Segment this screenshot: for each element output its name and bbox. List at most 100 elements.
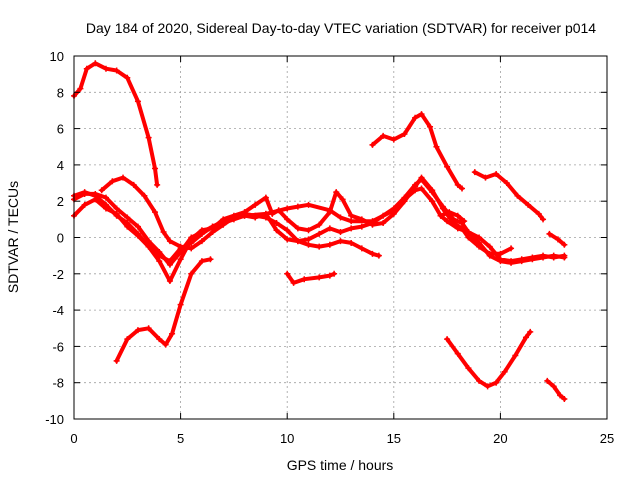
data-point xyxy=(198,238,205,245)
data-point xyxy=(154,181,161,188)
data-point xyxy=(305,201,312,208)
data-point xyxy=(514,192,521,199)
data-point xyxy=(375,252,382,259)
data-point xyxy=(503,180,510,187)
data-point xyxy=(134,327,141,334)
data-point xyxy=(418,185,425,192)
data-point xyxy=(493,170,500,177)
data-point xyxy=(284,227,291,234)
data-point xyxy=(380,212,387,219)
data-point xyxy=(156,336,163,343)
data-point xyxy=(476,377,483,384)
series-line-s9 xyxy=(438,210,467,224)
y-tick-label: 6 xyxy=(57,122,64,137)
data-point xyxy=(418,111,425,118)
series-line-s6 xyxy=(99,175,381,258)
data-point xyxy=(540,254,547,261)
data-point xyxy=(326,272,333,279)
x-tick-labels: 0 5 10 15 20 25 xyxy=(70,431,614,446)
data-point xyxy=(369,141,376,148)
data-point xyxy=(348,218,355,225)
data-point xyxy=(294,225,301,232)
y-tick-label: -6 xyxy=(52,339,64,354)
data-point xyxy=(269,210,276,217)
data-point xyxy=(333,189,340,196)
data-point xyxy=(540,216,547,223)
data-point xyxy=(169,330,176,337)
data-point xyxy=(390,136,397,143)
data-point xyxy=(262,214,269,221)
data-point xyxy=(273,227,280,234)
data-point xyxy=(113,205,120,212)
data-point xyxy=(529,256,536,263)
data-point xyxy=(220,221,227,228)
data-point xyxy=(209,229,216,236)
x-axis-label: GPS time / hours xyxy=(287,457,394,473)
data-point xyxy=(358,216,365,223)
data-point xyxy=(305,227,312,234)
data-point xyxy=(284,270,291,277)
data-point xyxy=(429,187,436,194)
data-point xyxy=(156,258,163,265)
data-point xyxy=(102,201,109,208)
y-tick-label: 8 xyxy=(57,85,64,100)
y-axis-label: SDTVAR / TECUs xyxy=(5,181,21,293)
data-point xyxy=(134,230,141,237)
data-point xyxy=(497,258,504,265)
grid xyxy=(74,56,607,419)
series-line-s12 xyxy=(445,329,533,389)
data-point xyxy=(476,234,483,241)
data-point xyxy=(550,252,557,259)
data-point xyxy=(508,245,515,252)
data-point xyxy=(429,198,436,205)
data-point xyxy=(198,258,205,265)
data-point xyxy=(444,336,451,343)
data-point xyxy=(124,219,131,226)
data-point xyxy=(81,189,88,196)
data-point xyxy=(198,227,205,234)
data-point xyxy=(113,357,120,364)
series-layer xyxy=(71,60,568,403)
data-point xyxy=(252,201,259,208)
data-point xyxy=(124,74,131,81)
data-point xyxy=(188,236,195,243)
data-point xyxy=(444,218,451,225)
data-point xyxy=(326,241,333,248)
data-point xyxy=(305,236,312,243)
data-point xyxy=(518,258,525,265)
data-point xyxy=(358,223,365,230)
data-point xyxy=(476,243,483,250)
data-point xyxy=(102,65,109,72)
data-point xyxy=(156,249,163,256)
data-point xyxy=(145,134,152,141)
data-point xyxy=(561,254,568,261)
data-point xyxy=(134,98,141,105)
data-point xyxy=(166,278,173,285)
data-point xyxy=(497,250,504,257)
x-tick-label: 5 xyxy=(177,431,184,446)
data-point xyxy=(527,328,534,335)
data-point xyxy=(134,223,141,230)
data-point xyxy=(109,178,116,185)
data-point xyxy=(166,261,173,268)
data-point xyxy=(486,250,493,257)
data-point xyxy=(160,229,167,236)
data-point xyxy=(486,243,493,250)
y-tick-label: 0 xyxy=(57,231,64,246)
x-tick-label: 0 xyxy=(70,431,77,446)
series-line-s8 xyxy=(370,112,464,191)
data-point xyxy=(305,241,312,248)
data-point xyxy=(284,205,291,212)
data-point xyxy=(348,212,355,219)
data-point xyxy=(262,194,269,201)
data-point xyxy=(316,243,323,250)
data-point xyxy=(493,379,500,386)
data-point xyxy=(339,196,346,203)
data-point xyxy=(508,259,515,266)
data-point xyxy=(554,236,561,243)
data-point xyxy=(450,219,457,226)
data-point xyxy=(337,214,344,221)
data-point xyxy=(348,239,355,246)
data-point xyxy=(369,250,376,257)
